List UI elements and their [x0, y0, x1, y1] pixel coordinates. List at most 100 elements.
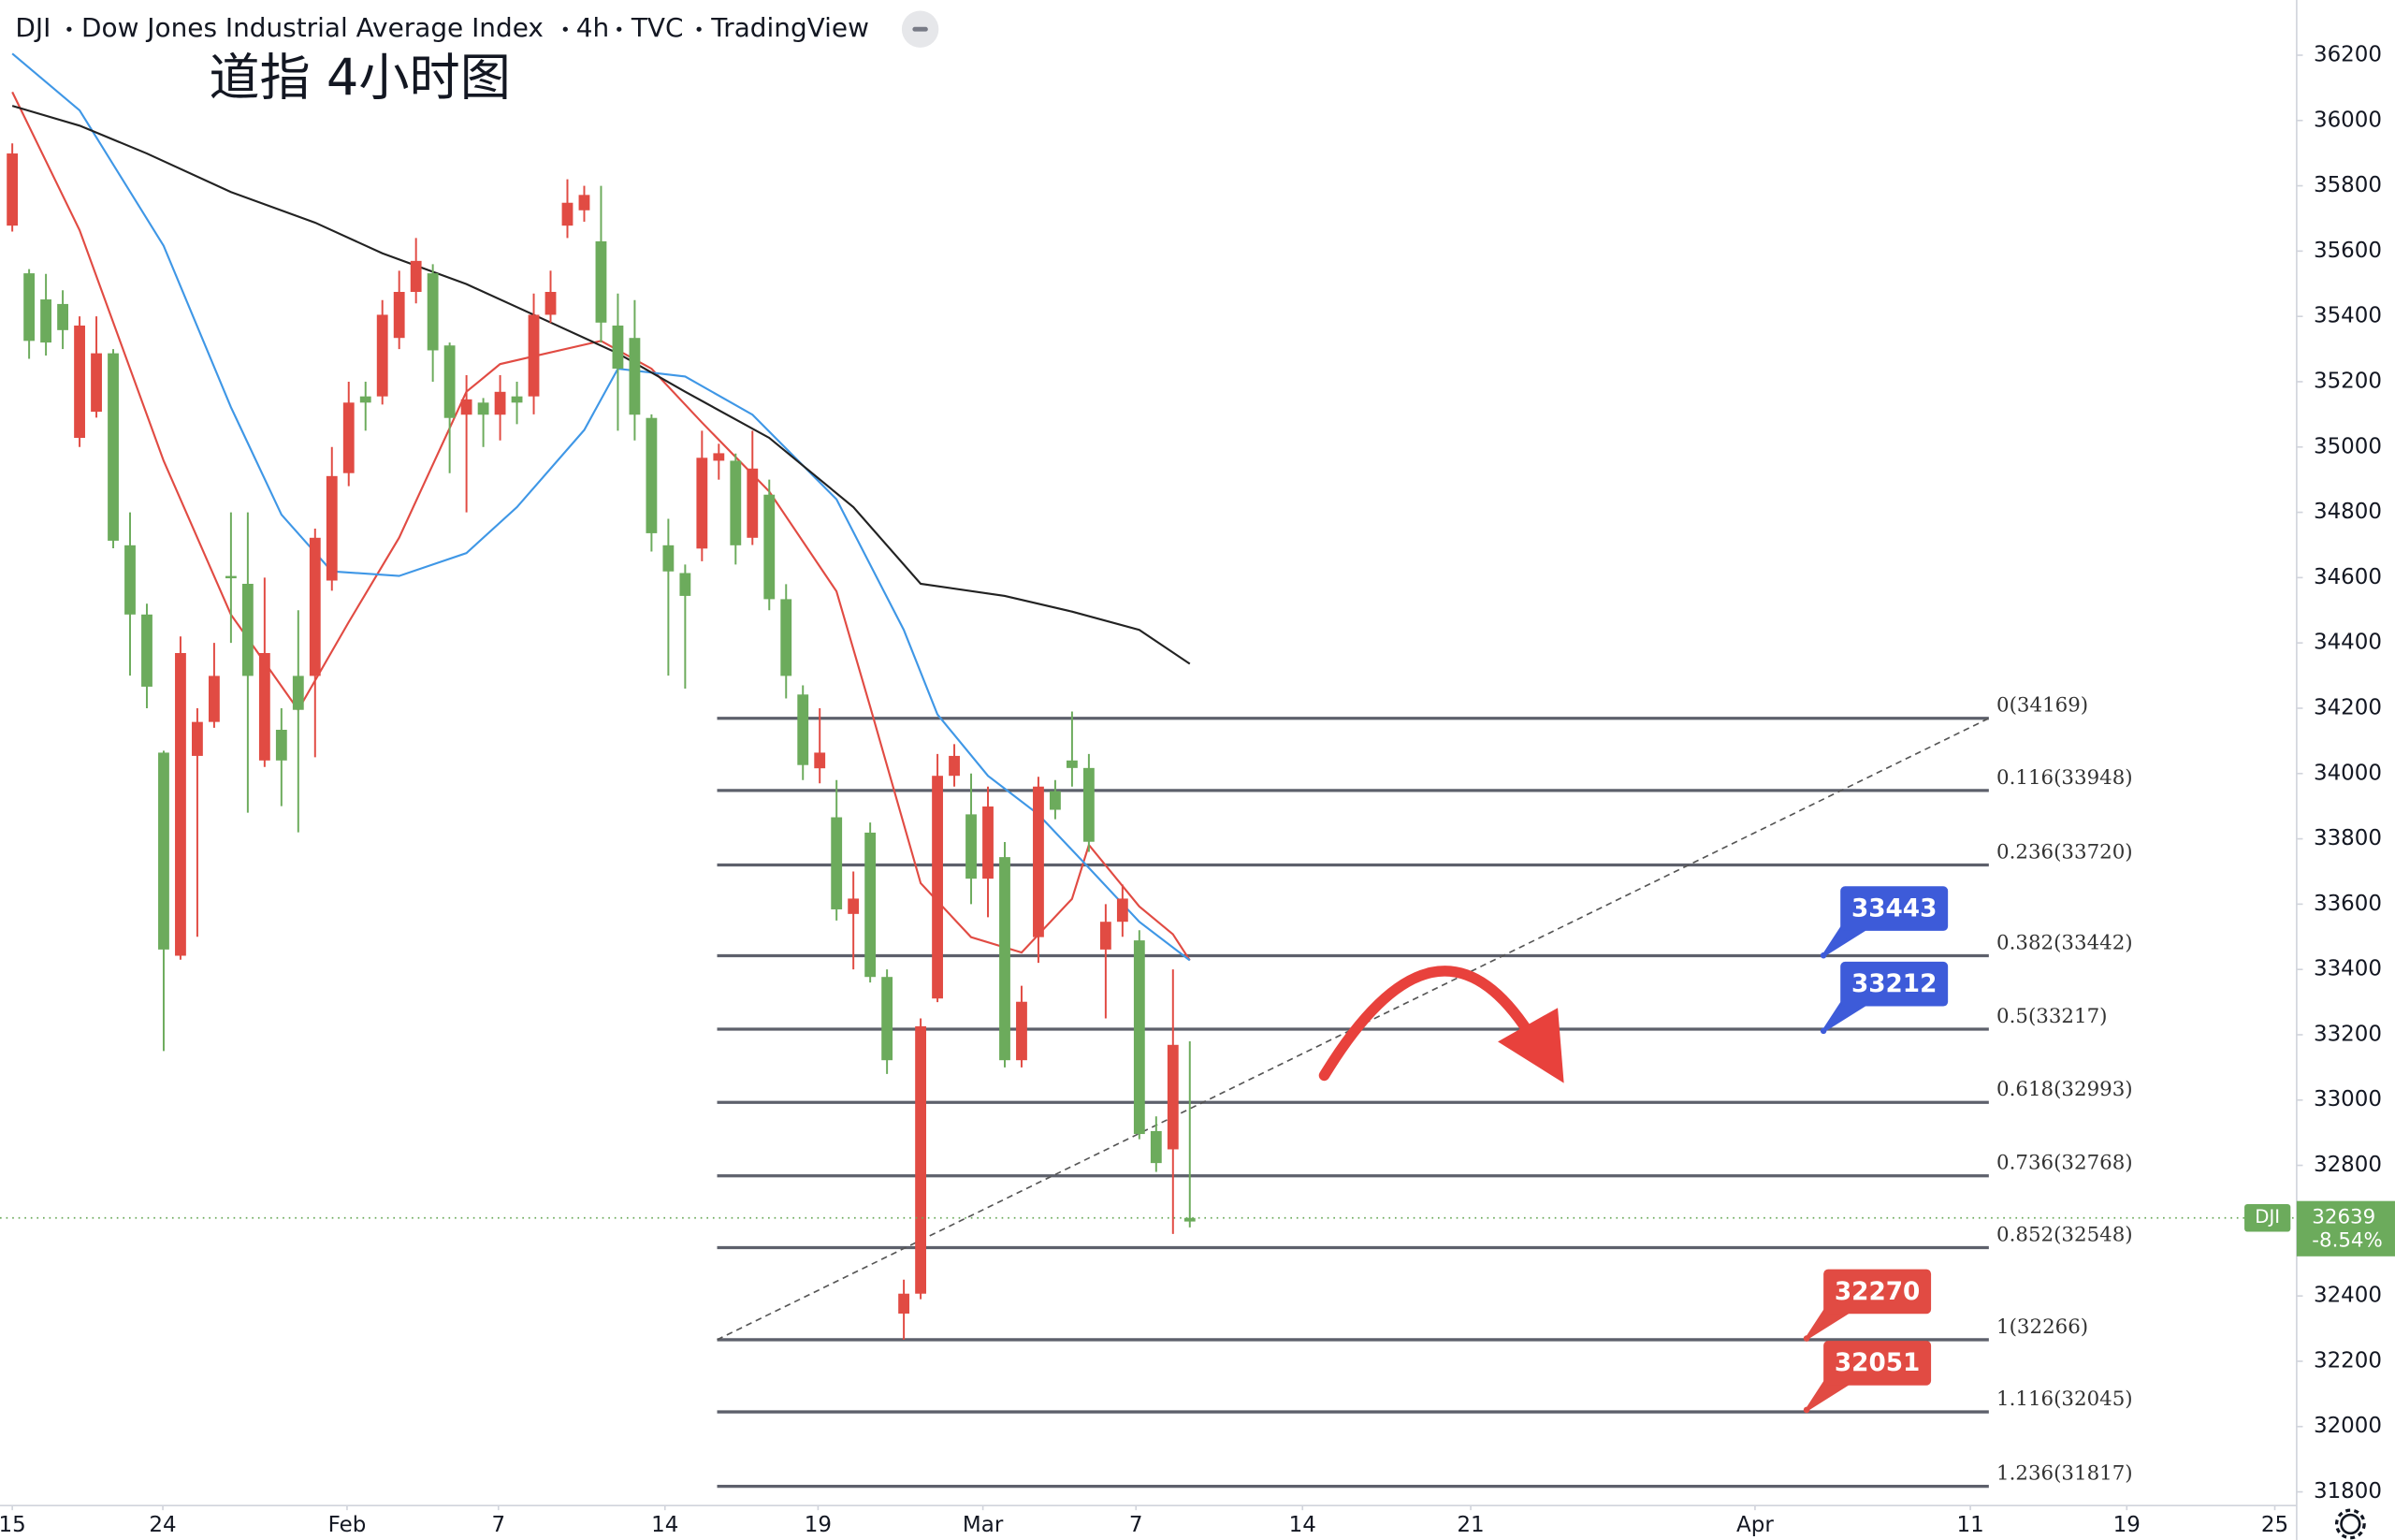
candle-body	[1167, 1044, 1179, 1150]
candle-body	[646, 417, 658, 533]
symbol-name: Dow Jones Industrial Average Index	[81, 12, 544, 43]
candle-body	[561, 202, 573, 226]
candle-body	[309, 537, 321, 676]
candle-body	[949, 755, 960, 777]
candle-body	[494, 391, 506, 415]
fib-label: 0.116(33948)	[1996, 766, 2133, 790]
symbol-tag	[2244, 1203, 2291, 1232]
candle-body	[91, 353, 102, 413]
gear[interactable]	[2340, 1513, 2361, 1535]
candle-body	[932, 776, 943, 999]
x-tick-label: 21	[1457, 1513, 1484, 1537]
price-tag	[2296, 1200, 2395, 1257]
x-tick-label: 7	[1129, 1513, 1143, 1537]
candle-body	[23, 273, 36, 341]
candle-body	[124, 545, 136, 615]
y-tick-label: 32000	[2314, 1414, 2382, 1438]
x-tick-label: Apr	[1736, 1513, 1774, 1537]
fib-label: 0.852(32548)	[1996, 1223, 2133, 1246]
candle-body	[915, 1025, 926, 1294]
callout-label: 33212	[1851, 970, 1937, 998]
interval: 4h	[576, 12, 609, 43]
x-tick-label: 15	[0, 1513, 26, 1537]
x-tick-label: 14	[1289, 1513, 1316, 1537]
candle-body	[1016, 1001, 1027, 1061]
x-tick-label: Mar	[963, 1513, 1004, 1537]
candle-body	[881, 977, 893, 1061]
separator	[66, 26, 72, 32]
candle-body	[965, 814, 977, 879]
callout-label: 33443	[1851, 894, 1937, 923]
gear-teeth[interactable]	[2334, 1508, 2366, 1540]
candle-body	[208, 676, 220, 722]
candle-body	[1067, 760, 1078, 768]
fib-label: 0(34169)	[1996, 694, 2088, 718]
candle-body	[225, 575, 237, 579]
candle-body	[1050, 791, 1061, 810]
y-tick-label: 35600	[2314, 239, 2382, 263]
candle-body	[864, 832, 877, 978]
x-tick-label: 25	[2261, 1513, 2288, 1537]
candle-body	[747, 468, 759, 538]
candle-body	[477, 402, 489, 415]
candle-body	[1082, 767, 1095, 842]
candle-body	[528, 314, 540, 397]
candle-body	[427, 273, 439, 351]
y-tick-label: 33400	[2314, 957, 2382, 981]
candle-body	[679, 573, 691, 596]
y-tick-label: 34000	[2314, 761, 2382, 785]
candle-body	[780, 599, 792, 676]
x-tick-label: 11	[1956, 1513, 1983, 1537]
settings-icon[interactable]	[2334, 1508, 2366, 1540]
x-tick-label: 7	[491, 1513, 505, 1537]
candle-body	[141, 614, 152, 687]
fib-label: 1.116(32045)	[1996, 1387, 2133, 1411]
callout-anchor	[1820, 952, 1827, 959]
y-tick-label: 33600	[2314, 892, 2382, 916]
y-tick-label: 35800	[2314, 173, 2382, 197]
candle-body	[595, 240, 607, 323]
symbol: DJI	[15, 12, 51, 43]
candle-body	[814, 752, 826, 769]
candle-body	[578, 195, 590, 211]
candle-body	[848, 898, 860, 914]
candle-body	[1150, 1130, 1162, 1164]
callout-label: 32270	[1835, 1278, 1920, 1306]
candle-body	[763, 494, 776, 600]
fib-label: 0.5(33217)	[1996, 1005, 2107, 1028]
fib-label: 1(32266)	[1996, 1315, 2088, 1339]
callout-label: 32051	[1835, 1349, 1920, 1377]
annotation: 道指 4小时图	[209, 49, 511, 108]
candle-body	[999, 857, 1010, 1061]
candle-body	[713, 453, 725, 461]
candle-body	[443, 345, 456, 418]
candle-body	[376, 314, 388, 397]
candle-body	[158, 752, 169, 950]
source: TradingView	[710, 12, 869, 43]
x-tick-label: 19	[2113, 1513, 2141, 1537]
candle-body	[292, 676, 304, 710]
candle-body	[1099, 922, 1111, 950]
candle-body	[898, 1293, 910, 1315]
y-tick-label: 34600	[2314, 565, 2382, 589]
y-tick-label: 35200	[2314, 369, 2382, 393]
candle-body	[696, 458, 708, 549]
x-tick-label: 14	[651, 1513, 678, 1537]
collapse-icon	[912, 26, 928, 32]
price-tag-change: -8.54%	[2312, 1228, 2382, 1252]
callout-box	[1823, 1269, 1932, 1315]
candle-body	[258, 652, 270, 761]
y-tick-label: 31800	[2314, 1479, 2382, 1504]
candle-body	[1033, 786, 1044, 937]
candle-body	[57, 303, 68, 330]
y-tick-label: 34800	[2314, 500, 2382, 524]
candle-body	[730, 460, 742, 545]
separator	[617, 26, 622, 32]
candle-body	[74, 325, 85, 439]
y-tick-label: 34400	[2314, 631, 2382, 655]
y-tick-label: 33000	[2314, 1087, 2382, 1111]
candle-body	[544, 292, 557, 315]
symbol-tag-label: DJI	[2255, 1206, 2280, 1228]
header: DJI Dow Jones Industrial Average Index 4…	[15, 12, 868, 43]
